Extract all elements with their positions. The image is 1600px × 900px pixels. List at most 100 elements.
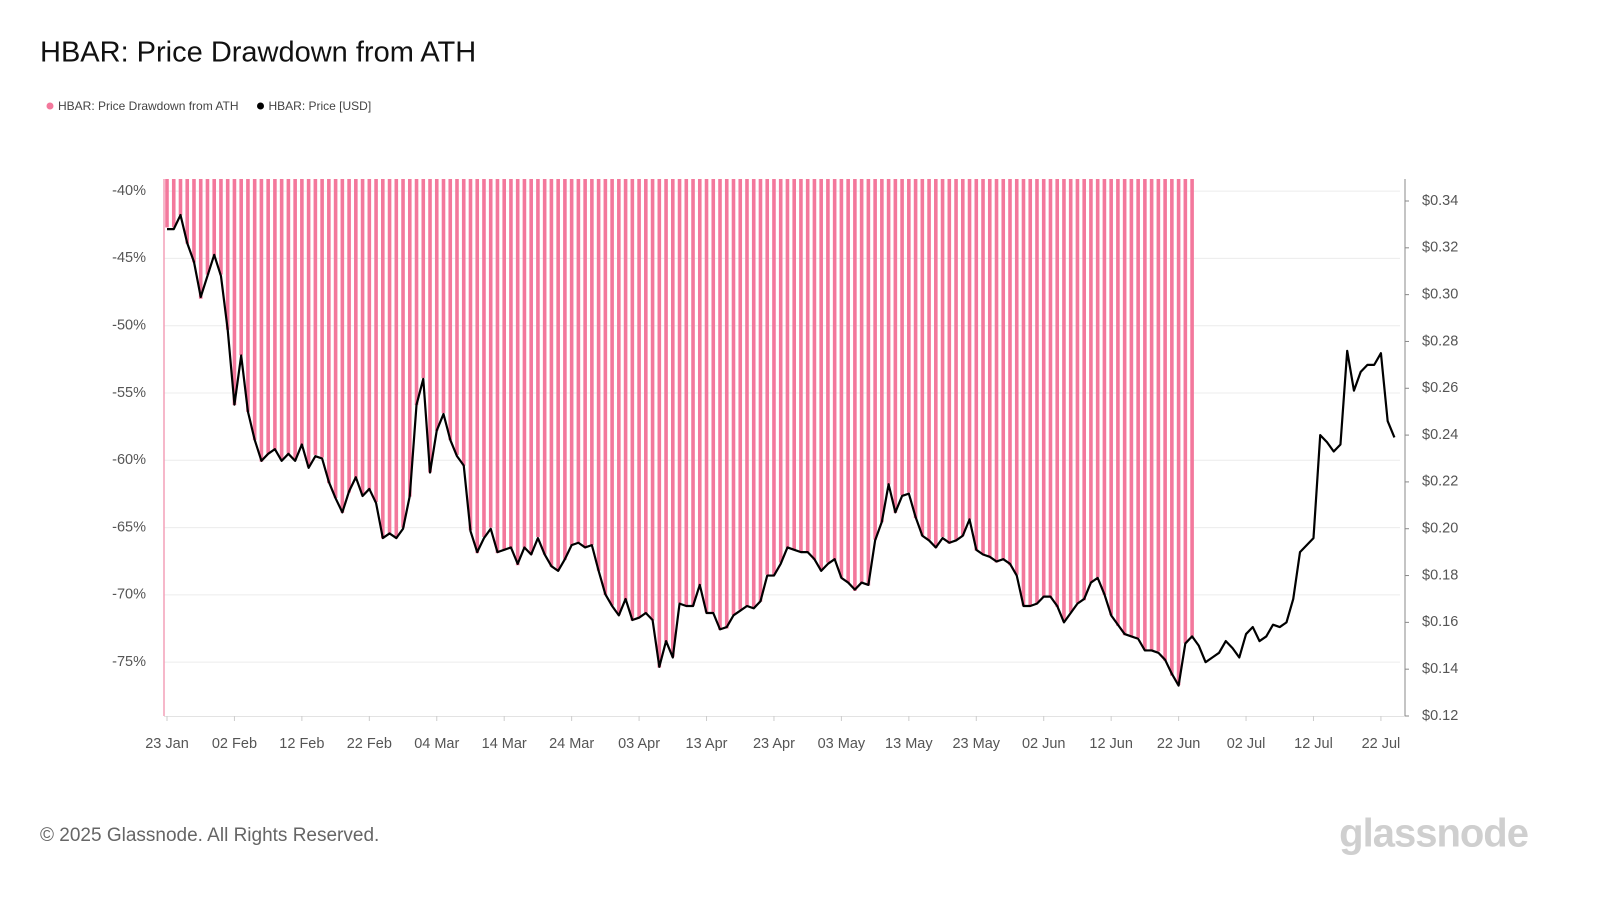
drawdown-bar — [414, 179, 419, 406]
drawdown-bar — [259, 179, 264, 462]
drawdown-bar — [718, 179, 722, 630]
drawdown-bar — [671, 179, 675, 657]
drawdown-bar — [832, 179, 837, 560]
brand-logo: glassnode — [1339, 812, 1528, 856]
drawdown-bar — [644, 179, 648, 614]
drawdown-bar — [367, 179, 372, 490]
x-tick-label: 22 Feb — [347, 736, 392, 752]
drawdown-bar — [1082, 179, 1086, 601]
drawdown-bar — [799, 179, 803, 552]
drawdown-bar — [657, 179, 662, 668]
x-tick-label: 22 Jun — [1157, 736, 1201, 752]
drawdown-bar — [1095, 179, 1100, 578]
legend-marker — [257, 102, 264, 110]
drawdown-bar — [1109, 179, 1113, 616]
drawdown-bar — [623, 179, 628, 601]
drawdown-bar — [664, 179, 668, 642]
drawdown-bar — [758, 179, 763, 602]
drawdown-bar — [954, 179, 958, 540]
x-tick-label: 02 Feb — [212, 736, 257, 752]
y-tick-label: -55% — [112, 385, 146, 401]
drawdown-bar — [691, 179, 695, 606]
y-tick-label: -70% — [112, 587, 146, 603]
drawdown-bar — [461, 179, 466, 466]
x-tick-label: 03 May — [818, 736, 866, 752]
drawdown-bar — [381, 179, 385, 539]
y2-tick-label: $0.16 — [1422, 614, 1458, 630]
drawdown-bar — [407, 179, 412, 497]
x-tick-label: 14 Mar — [482, 736, 527, 752]
drawdown-bar — [273, 179, 277, 450]
legend-marker — [46, 102, 54, 110]
drawdown-bar — [1149, 179, 1154, 652]
drawdown-bar — [428, 179, 432, 473]
drawdown-bar — [509, 179, 513, 548]
drawdown-bar — [556, 179, 560, 571]
drawdown-bar — [448, 179, 453, 441]
y2-tick-label: $0.20 — [1422, 521, 1458, 537]
drawdown-bar — [1021, 179, 1026, 606]
drawdown-bar — [185, 179, 190, 244]
drawdown-bar — [313, 179, 318, 455]
drawdown-bar — [751, 179, 756, 609]
drawdown-bar — [266, 179, 270, 454]
drawdown-bar — [1170, 179, 1174, 676]
drawdown-bar — [826, 179, 830, 563]
drawdown-bar — [374, 179, 378, 503]
legend-label: HBAR: Price Drawdown from ATH — [58, 99, 239, 113]
drawdown-bar — [650, 179, 655, 621]
drawdown-bar — [934, 179, 938, 548]
drawdown-bar — [300, 179, 304, 446]
drawdown-bar — [610, 179, 614, 606]
drawdown-bar — [522, 179, 527, 548]
drawdown-bar — [697, 179, 702, 586]
drawdown-bar — [724, 179, 729, 629]
y-tick-label: -65% — [112, 519, 146, 535]
drawdown-bar — [974, 179, 979, 551]
drawdown-bar — [1041, 179, 1046, 598]
drawdown-bar — [1089, 179, 1093, 583]
drawdown-bar — [596, 179, 601, 571]
drawdown-bar — [495, 179, 500, 554]
drawdown-bar — [805, 179, 810, 552]
drawdown-bar — [967, 179, 972, 520]
drawdown-bar — [441, 179, 446, 414]
drawdown-bar — [1014, 179, 1019, 575]
drawdown-bar — [327, 179, 331, 484]
drawdown-bar — [320, 179, 324, 458]
x-tick-label: 02 Jul — [1227, 736, 1266, 752]
x-tick-label: 23 May — [952, 736, 1000, 752]
drawdown-bar — [859, 179, 864, 583]
drawdown-bar — [684, 179, 689, 606]
drawdown-bar — [347, 179, 351, 493]
y2-tick-label: $0.12 — [1422, 708, 1458, 724]
drawdown-bar — [920, 179, 925, 536]
drawdown-bar — [1176, 179, 1181, 686]
drawdown-bar — [246, 179, 250, 412]
x-tick-label: 02 Jun — [1022, 736, 1066, 752]
chart-title: HBAR: Price Drawdown from ATH — [40, 37, 476, 69]
drawdown-bar — [1001, 179, 1006, 560]
drawdown-bar — [677, 179, 682, 603]
drawdown-bar — [900, 179, 904, 496]
drawdown-bar — [704, 179, 709, 613]
drawdown-bar — [198, 179, 203, 299]
drawdown-bar — [212, 179, 217, 256]
drawdown-bar — [354, 179, 358, 478]
drawdown-bar — [1068, 179, 1073, 613]
drawdown-bar — [225, 179, 230, 330]
drawdown-bar — [1055, 179, 1060, 607]
drawdown-bar — [731, 179, 736, 616]
y2-tick-label: $0.30 — [1422, 286, 1458, 302]
drawdown-bar — [1122, 179, 1127, 636]
drawdown-bar — [738, 179, 743, 610]
drawdown-bar — [1075, 179, 1080, 603]
drawdown-bar — [1048, 179, 1053, 598]
drawdown-bar — [819, 179, 823, 571]
y-tick-label: -45% — [112, 250, 146, 266]
drawdown-bar — [529, 179, 533, 555]
drawdown-bar — [987, 179, 992, 558]
drawdown-bar — [421, 179, 426, 379]
y2-tick-label: $0.26 — [1422, 380, 1458, 396]
drawdown-bar — [502, 179, 506, 551]
